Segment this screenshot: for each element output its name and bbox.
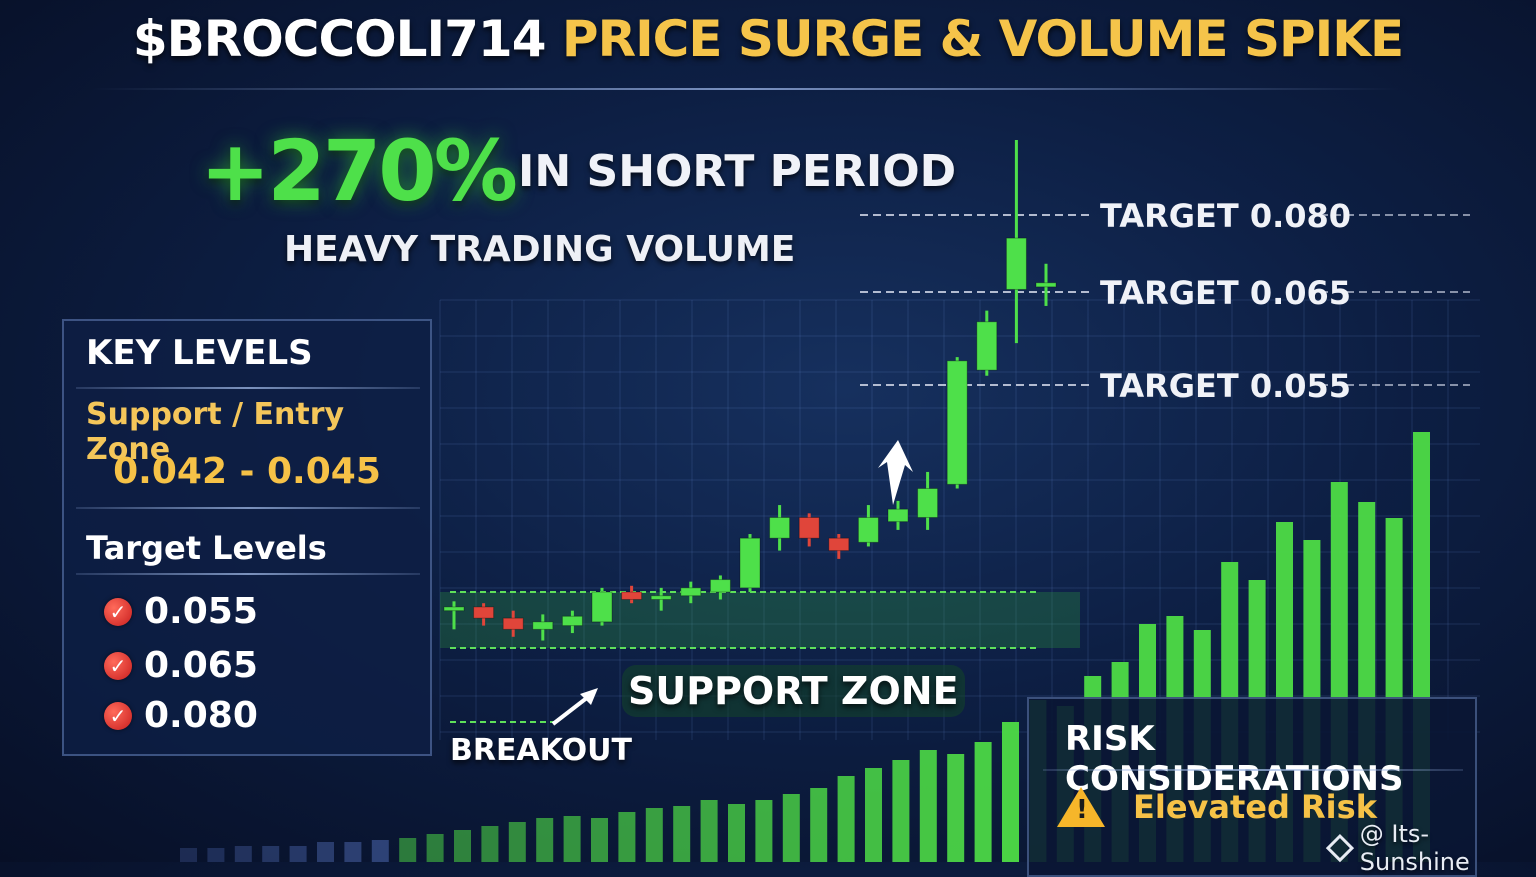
volume-bar: [810, 788, 828, 862]
volume-bar: [1002, 722, 1019, 862]
breakout-arrow-icon: [551, 695, 590, 726]
volume-bar: [837, 776, 855, 862]
check-icon: ✓: [104, 597, 132, 626]
volume-bar: [947, 754, 965, 862]
breakout-label: BREAKOUT: [450, 733, 632, 768]
candle-down: [473, 606, 495, 619]
target-line-label: TARGET 0.080: [1100, 197, 1351, 235]
target-level-value: 0.080: [144, 695, 258, 736]
volume-bar: [563, 816, 581, 862]
watermark-text: @ Its-Sunshine: [1359, 820, 1470, 876]
candle-up: [1035, 282, 1057, 288]
breakout-arrow-head-icon: [580, 688, 598, 705]
volume-bar: [919, 750, 937, 862]
arrows: [551, 440, 913, 726]
key-levels-panel: KEY LEVELS Support / Entry Zone 0.042 - …: [62, 319, 432, 756]
volume-bar: [700, 800, 718, 862]
candle-up: [857, 516, 879, 543]
candle-down: [798, 516, 820, 539]
target-level-value: 0.055: [144, 591, 258, 632]
check-icon: ✓: [104, 651, 132, 680]
candle-up: [561, 615, 583, 627]
candle-up: [769, 516, 791, 539]
volume-bar: [892, 760, 910, 862]
page-title: $BROCCOLI714 PRICE SURGE & VOLUME SPIKE: [0, 10, 1536, 68]
support-range-value: 0.042 - 0.045: [113, 451, 381, 492]
candle-up: [443, 606, 465, 612]
volume-bar: [371, 840, 389, 862]
candle-up: [946, 360, 968, 485]
target-lines: TARGET 0.080 TARGET 0.065 TARGET 0.055: [860, 197, 1470, 405]
watermark: @ Its-Sunshine: [1325, 820, 1536, 876]
risk-panel: RISK CONSIDERATIONS Elevated Risk: [1027, 697, 1477, 877]
risk-item-label: Elevated Risk: [1133, 788, 1377, 826]
candle-up: [1005, 237, 1027, 290]
warning-icon: [1057, 787, 1105, 827]
key-levels-title: KEY LEVELS: [86, 333, 313, 373]
up-arrow-icon: [878, 440, 913, 505]
period-label: IN SHORT PERIOD: [518, 146, 957, 197]
volume-bar: [234, 846, 252, 862]
volume-bar: [289, 846, 307, 862]
target-level-item: ✓ 0.055: [104, 591, 258, 632]
candle-down: [502, 617, 524, 630]
target-level-item: ✓ 0.080: [104, 695, 258, 736]
title-headline: PRICE SURGE & VOLUME SPIKE: [561, 10, 1404, 68]
support-zone-label: SUPPORT ZONE: [622, 665, 965, 717]
candle-up: [591, 591, 613, 623]
candle-up: [917, 488, 939, 518]
support-entry-label: Support / Entry Zone: [86, 397, 345, 467]
candle-up: [739, 537, 761, 589]
volume-bar: [426, 834, 444, 862]
candles: [443, 140, 1057, 641]
volume-bar: [317, 842, 334, 862]
volume-bar: [344, 842, 362, 862]
candle-up: [709, 579, 731, 593]
volume-bar: [865, 768, 882, 862]
volume-bar: [399, 838, 417, 862]
title-divider: [90, 88, 1400, 90]
target-line-label: TARGET 0.065: [1100, 274, 1351, 312]
volume-bar: [207, 848, 225, 862]
title-ticker: $BROCCOLI714: [132, 10, 547, 68]
volume-bar: [755, 800, 773, 862]
check-icon: ✓: [104, 701, 132, 730]
candle-up: [650, 595, 672, 600]
support-zone-fill: [440, 592, 1080, 648]
volume-bar: [262, 846, 280, 862]
volume-bar: [974, 742, 992, 862]
candle-up: [976, 321, 998, 371]
volume-bar: [728, 804, 745, 862]
price-change-percent: +270%: [200, 122, 518, 220]
divider: [76, 387, 420, 389]
volume-bar: [673, 806, 691, 862]
divider: [76, 507, 420, 509]
volume-note: HEAVY TRADING VOLUME: [284, 229, 796, 270]
target-level-item: ✓ 0.065: [104, 645, 258, 686]
risk-item: Elevated Risk: [1057, 787, 1377, 827]
volume-bar: [481, 826, 499, 862]
divider: [1043, 769, 1463, 771]
volume-bar: [454, 830, 471, 862]
volume-bar: [645, 808, 663, 862]
risk-title: RISK CONSIDERATIONS: [1065, 719, 1404, 799]
volume-bar: [782, 794, 800, 862]
target-line-label: TARGET 0.055: [1100, 367, 1351, 405]
volume-bar: [508, 822, 526, 862]
candle-up: [532, 621, 554, 630]
candle-down: [621, 591, 643, 600]
support-zone-band: [440, 591, 1080, 723]
candle-up: [887, 508, 909, 523]
candle-up: [680, 587, 702, 597]
target-level-value: 0.065: [144, 645, 258, 686]
candle-down: [828, 537, 850, 552]
divider: [76, 573, 420, 575]
target-levels-label: Target Levels: [86, 529, 327, 567]
volume-bar: [536, 818, 554, 862]
volume-bar: [618, 812, 636, 862]
volume-bar: [180, 848, 197, 862]
binance-logo-icon: [1325, 833, 1354, 863]
volume-bar: [591, 818, 608, 862]
